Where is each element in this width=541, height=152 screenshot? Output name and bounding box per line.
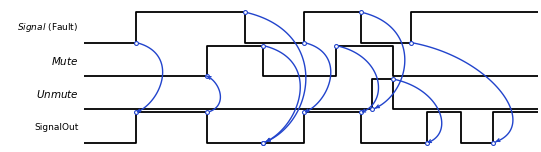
Text: SignalOut: SignalOut <box>34 123 78 132</box>
Text: $\bf{\it{Mute}}$: $\bf{\it{Mute}}$ <box>51 55 78 67</box>
Text: $\it{Signal}$ (Fault): $\it{Signal}$ (Fault) <box>17 21 78 34</box>
Text: $\bf{\it{Unmute}}$: $\bf{\it{Unmute}}$ <box>36 88 78 100</box>
